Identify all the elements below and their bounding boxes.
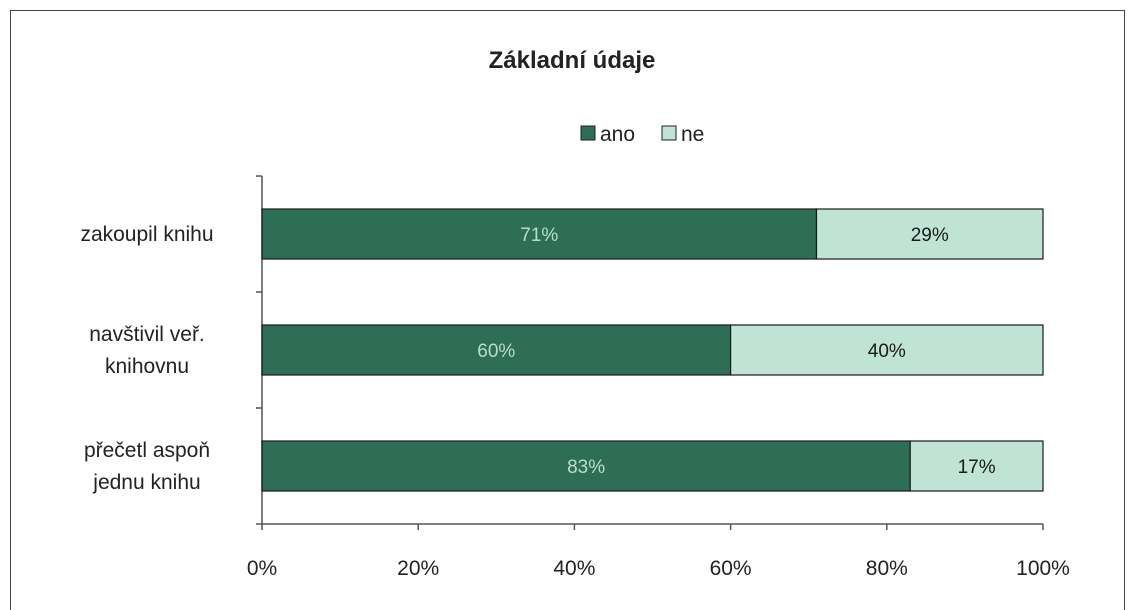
legend-swatch-ne [661, 125, 677, 141]
bar-ano-1 [261, 324, 732, 376]
data-label-ano-1: 60% [477, 341, 515, 362]
x-ticks-group: 0% 20% 40% 60% 80% 100% [247, 524, 1070, 580]
chart-frame [10, 10, 1125, 610]
x-tick-label: 100% [1016, 557, 1070, 580]
x-tick-label: 80% [866, 557, 908, 580]
x-tick-label: 60% [710, 557, 752, 580]
x-tick-label: 20% [397, 557, 439, 580]
category-label-0-line-0: zakoupil knihu [80, 223, 213, 246]
bar-ano-0 [261, 208, 818, 260]
legend-label-ne: ne [681, 123, 704, 146]
legend-swatch-ano [580, 125, 596, 141]
legend: ano ne [580, 123, 704, 146]
chart-title: Základní údaje [489, 47, 656, 74]
bar-ne-0 [815, 208, 1044, 260]
data-label-ano-2: 83% [567, 457, 605, 478]
category-label-1-line-0: navštivil veř. [89, 323, 205, 346]
legend-label-ano: ano [600, 123, 635, 146]
category-labels-group: zakoupil knihu navštivil veř. knihovnu přeč… [80, 223, 213, 494]
bar-ano-2 [261, 440, 911, 492]
data-label-ne-1: 40% [868, 341, 906, 362]
data-label-ne-0: 29% [911, 225, 949, 246]
category-label-2-line-0: přečetl aspoň [84, 439, 210, 462]
x-tick-label: 0% [247, 557, 277, 580]
bars-group: 71% 29% 60% 40% 83% 17% [261, 208, 1044, 492]
category-label-1-line-1: knihovnu [105, 355, 189, 378]
data-label-ano-0: 71% [520, 225, 558, 246]
x-tick-label: 40% [553, 557, 595, 580]
bar-ne-1 [729, 324, 1044, 376]
bar-ne-2 [909, 440, 1044, 492]
category-label-2-line-1: jednu knihu [92, 471, 200, 494]
data-label-ne-2: 17% [958, 457, 996, 478]
